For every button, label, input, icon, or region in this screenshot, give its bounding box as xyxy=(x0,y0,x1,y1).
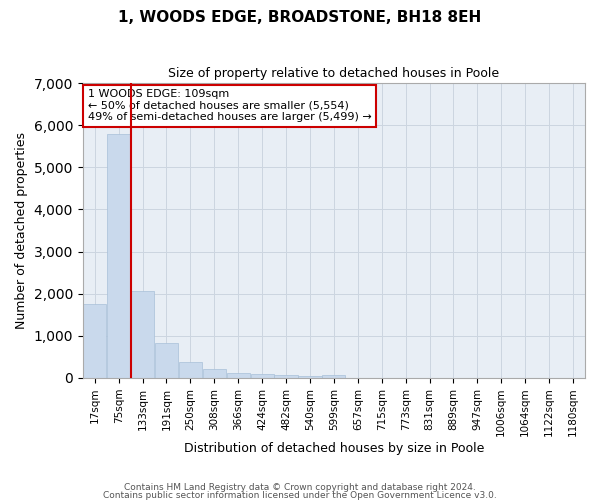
Bar xyxy=(227,374,250,378)
X-axis label: Distribution of detached houses by size in Poole: Distribution of detached houses by size … xyxy=(184,442,484,455)
Text: Contains public sector information licensed under the Open Government Licence v3: Contains public sector information licen… xyxy=(103,491,497,500)
Bar xyxy=(107,134,130,378)
Bar xyxy=(155,344,178,378)
Y-axis label: Number of detached properties: Number of detached properties xyxy=(15,132,28,329)
Bar xyxy=(179,362,202,378)
Bar xyxy=(83,304,106,378)
Bar xyxy=(274,376,298,378)
Bar xyxy=(298,376,322,378)
Text: 1, WOODS EDGE, BROADSTONE, BH18 8EH: 1, WOODS EDGE, BROADSTONE, BH18 8EH xyxy=(118,10,482,25)
Text: Contains HM Land Registry data © Crown copyright and database right 2024.: Contains HM Land Registry data © Crown c… xyxy=(124,484,476,492)
Bar xyxy=(251,374,274,378)
Bar xyxy=(203,368,226,378)
Bar xyxy=(131,291,154,378)
Bar xyxy=(322,376,346,378)
Text: 1 WOODS EDGE: 109sqm
← 50% of detached houses are smaller (5,554)
49% of semi-de: 1 WOODS EDGE: 109sqm ← 50% of detached h… xyxy=(88,89,371,122)
Title: Size of property relative to detached houses in Poole: Size of property relative to detached ho… xyxy=(169,68,499,80)
